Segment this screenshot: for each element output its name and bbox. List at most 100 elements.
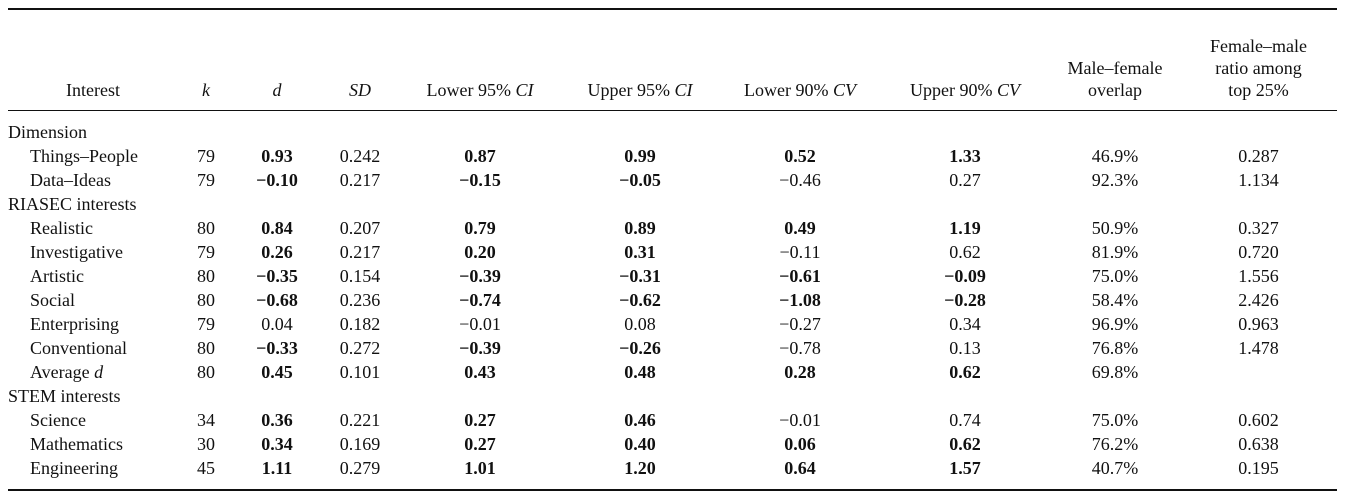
header-rule (8, 110, 1337, 111)
cell-k: 79 (197, 170, 215, 190)
cell-sd: 0.101 (339, 362, 381, 382)
header-k: k (202, 80, 210, 100)
cell-upper-90-cv: 0.62 (949, 434, 981, 454)
cell-d: 0.36 (261, 410, 293, 430)
cell-d: 0.45 (261, 362, 293, 382)
cell-upper-95-ci: 1.20 (624, 458, 656, 478)
cell-sd: 0.207 (339, 218, 381, 238)
row-label: Artistic (8, 264, 178, 288)
cell-ratio: 1.134 (1238, 170, 1279, 190)
header-upper-90-cv: Upper 90% CV (910, 80, 1020, 100)
cell-upper-95-ci: 0.48 (624, 362, 656, 382)
cell-upper-95-ci: −0.31 (619, 266, 661, 286)
cell-d: 0.04 (261, 314, 293, 334)
cell-d: 1.11 (261, 458, 293, 478)
table-row: Average d 80 0.45 0.101 0.43 0.48 0.28 0.62 69.8… (8, 360, 1337, 384)
table-row: Social 80 −0.68 0.236 −0.74 −0.62 −1.08 −0.28 58… (8, 288, 1337, 312)
header-overlap: Male–female overlap (1067, 58, 1163, 100)
cell-sd: 0.242 (339, 146, 381, 166)
row-label: Conventional (8, 336, 178, 360)
cell-ratio: 0.963 (1238, 314, 1279, 334)
cell-sd: 0.217 (339, 242, 381, 262)
cell-d: 0.34 (261, 434, 293, 454)
cell-lower-90-cv: −0.11 (779, 242, 821, 262)
cell-upper-95-ci: 0.40 (624, 434, 656, 454)
cell-overlap: 58.4% (1091, 290, 1139, 310)
row-label: Realistic (8, 216, 178, 240)
table-row: Mathematics 30 0.34 0.169 0.27 0.40 0.06 0.62 76… (8, 432, 1337, 456)
cell-sd: 0.169 (339, 434, 381, 454)
row-label-text: Things–People (30, 146, 138, 166)
cell-ratio (1180, 360, 1337, 384)
header-sd: SD (349, 80, 371, 100)
cell-lower-90-cv: −0.27 (779, 314, 821, 334)
cell-upper-90-cv: 0.13 (949, 338, 981, 358)
cell-ratio: 2.426 (1238, 290, 1279, 310)
cell-sd: 0.154 (339, 266, 381, 286)
row-label-text: Mathematics (30, 434, 123, 454)
row-label: Things–People (8, 144, 178, 168)
row-label-text: Science (30, 410, 86, 430)
cell-d: −0.10 (256, 170, 298, 190)
header-upper-95-ci: Upper 95% CI (587, 80, 693, 100)
cell-upper-90-cv: 0.34 (949, 314, 981, 334)
cell-k: 79 (197, 314, 215, 334)
cell-overlap: 69.8% (1091, 362, 1139, 382)
cell-overlap: 81.9% (1091, 242, 1139, 262)
cell-lower-95-ci: −0.15 (459, 170, 501, 190)
cell-upper-90-cv: 1.57 (949, 458, 981, 478)
cell-upper-90-cv: −0.09 (944, 266, 986, 286)
table-row: Investigative 79 0.26 0.217 0.20 0.31 −0.11 0.6… (8, 240, 1337, 264)
results-table: Interest k d SD Lower 95% CI Upper 95% C… (8, 10, 1337, 480)
cell-k: 80 (197, 218, 215, 238)
cell-overlap: 40.7% (1091, 458, 1139, 478)
cell-k: 79 (197, 146, 215, 166)
cell-lower-95-ci: −0.74 (459, 290, 501, 310)
cell-overlap: 75.0% (1091, 410, 1139, 430)
cell-overlap: 46.9% (1091, 146, 1139, 166)
cell-overlap: 96.9% (1091, 314, 1139, 334)
cell-k: 80 (197, 290, 215, 310)
header-interest: Interest (66, 80, 120, 100)
row-label-text: Engineering (30, 458, 118, 478)
cell-lower-95-ci: 0.43 (464, 362, 496, 382)
header-ratio: Female–male ratio among top 25% (1210, 36, 1307, 100)
cell-ratio: 0.638 (1238, 434, 1279, 454)
row-label-text: Social (30, 290, 75, 310)
cell-overlap: 92.3% (1091, 170, 1139, 190)
cell-d: −0.33 (256, 338, 298, 358)
section-row: STEM interests (8, 384, 1337, 408)
cell-lower-95-ci: 0.20 (464, 242, 496, 262)
cell-lower-95-ci: 0.87 (464, 146, 496, 166)
cell-lower-95-ci: 0.79 (464, 218, 496, 238)
table-row: Conventional 80 −0.33 0.272 −0.39 −0.26 −0.78 0… (8, 336, 1337, 360)
cell-d: −0.35 (256, 266, 298, 286)
table-row: Science 34 0.36 0.221 0.27 0.46 −0.01 0.74 75.0%… (8, 408, 1337, 432)
cell-upper-95-ci: 0.31 (624, 242, 656, 262)
table-body: Dimension Things–People 79 0.93 0.242 0.87 0.9… (8, 110, 1337, 480)
row-label-italic: d (94, 362, 104, 382)
cell-lower-90-cv: 0.06 (784, 434, 816, 454)
cell-lower-90-cv: −1.08 (779, 290, 821, 310)
row-label-text: Average (30, 362, 95, 382)
cell-ratio: 0.720 (1238, 242, 1279, 262)
cell-upper-95-ci: 0.08 (624, 314, 656, 334)
cell-upper-95-ci: −0.26 (619, 338, 661, 358)
cell-sd: 0.279 (339, 458, 381, 478)
cell-upper-95-ci: 0.89 (624, 218, 656, 238)
cell-k: 34 (197, 410, 215, 430)
row-label-text: Data–Ideas (30, 170, 111, 190)
cell-upper-90-cv: 1.19 (949, 218, 981, 238)
row-label: Data–Ideas (8, 168, 178, 192)
table-row: Engineering 45 1.11 0.279 1.01 1.20 0.64 1.57 40… (8, 456, 1337, 480)
row-label-text: Conventional (30, 338, 127, 358)
section-title: RIASEC interests (8, 194, 137, 214)
cell-k: 80 (197, 338, 215, 358)
cell-sd: 0.236 (339, 290, 381, 310)
cell-lower-95-ci: −0.01 (459, 314, 501, 334)
cell-overlap: 76.2% (1091, 434, 1139, 454)
cell-lower-95-ci: 1.01 (464, 458, 496, 478)
cell-lower-90-cv: −0.46 (779, 170, 821, 190)
cell-ratio: 1.478 (1238, 338, 1279, 358)
